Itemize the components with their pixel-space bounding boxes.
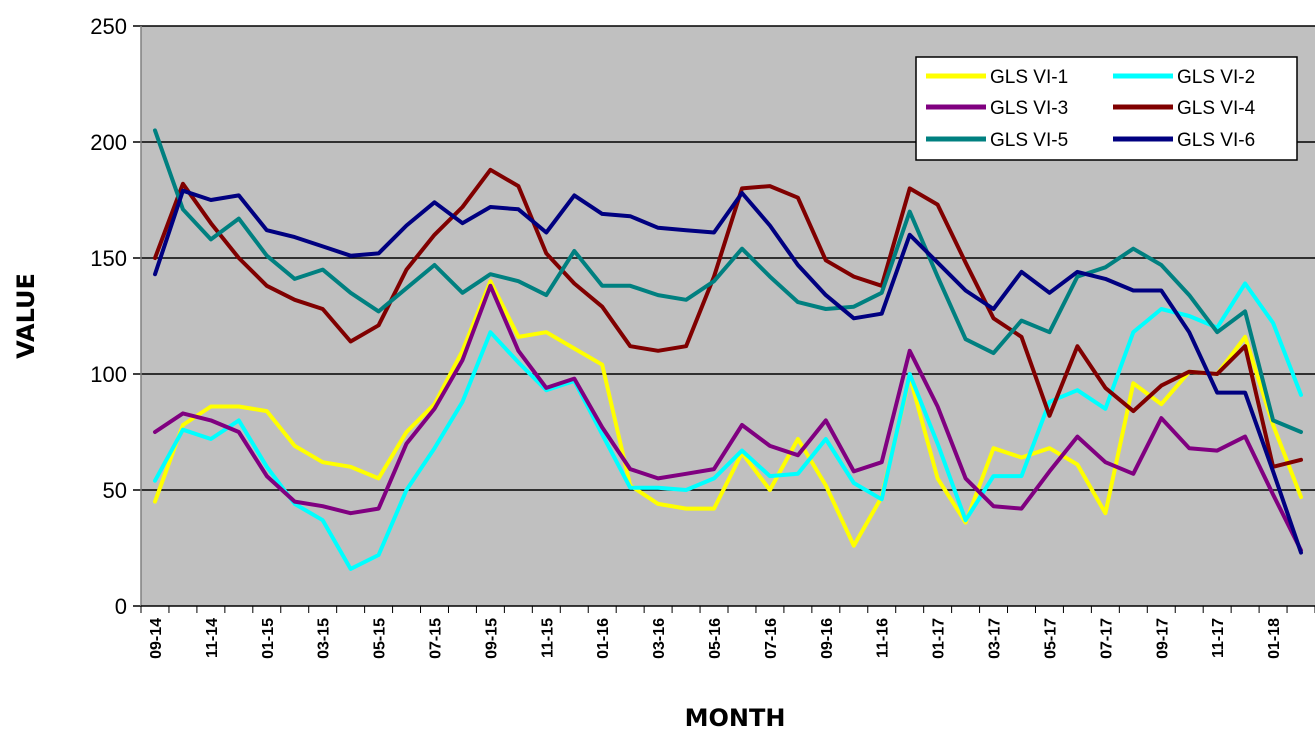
x-tick-label: 07-17 bbox=[1098, 618, 1115, 659]
x-tick-label: 01-16 bbox=[595, 618, 612, 659]
legend-label: GLS VI-1 bbox=[990, 67, 1068, 88]
series-line bbox=[153, 281, 1303, 571]
x-tick-label: 01-18 bbox=[1266, 618, 1283, 659]
x-tick-label: 07-15 bbox=[428, 618, 445, 659]
series-line bbox=[153, 128, 1303, 434]
x-tick-label: 09-16 bbox=[819, 618, 836, 659]
x-tick-label: 01-17 bbox=[931, 618, 948, 659]
x-tick-label: 09-14 bbox=[148, 618, 165, 659]
series-line bbox=[153, 283, 1303, 553]
legend: GLS VI-1 GLS VI-2 GLS VI-3 GLS VI-4 GLS VI-5… bbox=[915, 56, 1298, 161]
x-tick-label: 05-17 bbox=[1042, 618, 1059, 659]
series-line bbox=[153, 167, 1303, 469]
x-tick-label: 05-15 bbox=[372, 618, 389, 659]
legend-label: GLS VI-2 bbox=[1177, 67, 1255, 88]
y-axis-title: VALUE bbox=[12, 273, 40, 359]
y-tick-label: 250 bbox=[90, 14, 127, 39]
x-tick-label: 09-17 bbox=[1154, 618, 1171, 659]
series-line bbox=[153, 279, 1303, 548]
y-tick-label: 0 bbox=[115, 594, 127, 619]
x-tick-label: 11-17 bbox=[1210, 618, 1227, 658]
x-tick-label: 01-15 bbox=[260, 618, 277, 659]
legend-label: GLS VI-4 bbox=[1177, 98, 1256, 119]
y-tick-label: 50 bbox=[103, 478, 127, 503]
y-tick-label: 100 bbox=[90, 362, 127, 387]
x-tick-label: 11-15 bbox=[539, 618, 556, 658]
x-axis-title: MONTH bbox=[685, 704, 786, 730]
y-tick-label: 150 bbox=[90, 246, 127, 271]
y-tick-label: 200 bbox=[90, 130, 127, 155]
x-tick-label: 05-16 bbox=[707, 618, 724, 659]
series-line bbox=[153, 188, 1303, 555]
x-tick-label: 09-15 bbox=[483, 618, 500, 659]
axes: 0 50 100 150 200 250 09-14 11-14 01-15 03-15 05-15… bbox=[90, 14, 1315, 659]
x-tick-label: 03-17 bbox=[987, 618, 1004, 659]
legend-label: GLS VI-6 bbox=[1177, 130, 1255, 151]
legend-label: GLS VI-5 bbox=[990, 130, 1068, 151]
x-tick-label: 03-15 bbox=[316, 618, 333, 659]
x-tick-label: 07-16 bbox=[763, 618, 780, 659]
x-tick-label: 03-16 bbox=[651, 618, 668, 659]
series-lines bbox=[153, 128, 1303, 571]
x-tick-label: 11-16 bbox=[875, 618, 892, 658]
legend-label: GLS VI-3 bbox=[990, 98, 1068, 119]
x-tick-label: 11-14 bbox=[204, 618, 221, 658]
